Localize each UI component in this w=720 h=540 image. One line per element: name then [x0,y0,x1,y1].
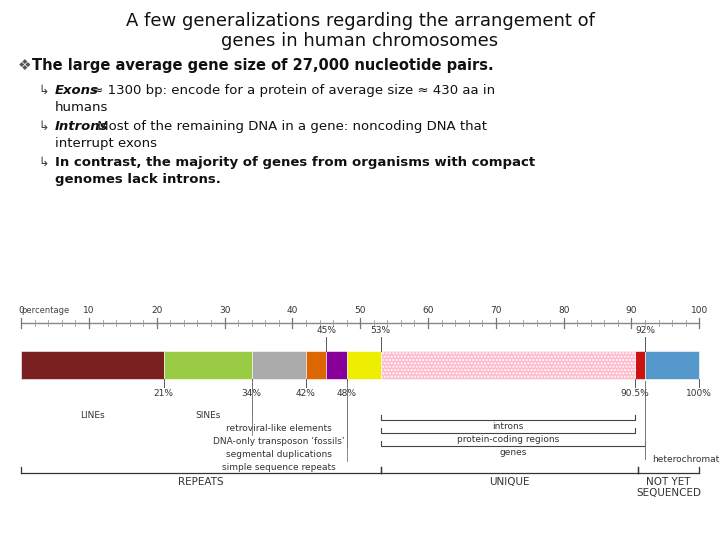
Text: 90.5%: 90.5% [621,389,649,398]
Text: 10: 10 [84,307,95,315]
Text: 21%: 21% [153,389,174,398]
Text: interrupt exons: interrupt exons [55,137,157,150]
Text: LINEs: LINEs [80,411,104,420]
Text: 45%: 45% [316,326,336,335]
Text: segmental duplications: segmental duplications [226,450,332,460]
Text: retroviral-like elements: retroviral-like elements [226,424,332,433]
Text: In contrast, the majority of genes from organisms with compact: In contrast, the majority of genes from … [55,156,535,169]
Text: introns: introns [492,422,523,431]
Text: 80: 80 [558,307,570,315]
Text: genes in human chromosomes: genes in human chromosomes [222,32,498,50]
Bar [381,350,635,379]
Text: 40: 40 [287,307,298,315]
Text: percentage: percentage [21,307,69,315]
Bar [346,350,381,379]
Text: NOT YET
SEQUENCED: NOT YET SEQUENCED [636,477,701,498]
Text: heterochromatin: heterochromatin [652,455,720,464]
Bar [635,350,645,379]
Text: 100: 100 [690,307,708,315]
Text: 92%: 92% [635,326,655,335]
Text: 42%: 42% [296,389,316,398]
Text: A few generalizations regarding the arrangement of: A few generalizations regarding the arra… [125,12,595,30]
Text: ↳: ↳ [38,84,48,97]
Text: simple sequence repeats: simple sequence repeats [222,463,336,472]
Text: Exons: Exons [55,84,99,97]
Text: ❖: ❖ [18,58,32,73]
Bar [326,350,346,379]
Text: 90: 90 [626,307,637,315]
Text: 53%: 53% [371,326,391,335]
Bar [645,350,699,379]
Text: Most of the remaining DNA in a gene: noncoding DNA that: Most of the remaining DNA in a gene: non… [93,120,487,133]
Text: The large average gene size of 27,000 nucleotide pairs.: The large average gene size of 27,000 nu… [32,58,494,73]
Text: Introns: Introns [55,120,109,133]
Text: genes: genes [499,448,526,457]
Text: 48%: 48% [337,389,356,398]
Text: 60: 60 [422,307,433,315]
Text: ↳: ↳ [38,156,48,169]
Text: ↳: ↳ [38,120,48,133]
Bar [381,350,635,379]
Text: DNA-only transposon ’fossils’: DNA-only transposon ’fossils’ [213,437,345,446]
Text: 70: 70 [490,307,502,315]
Text: 50: 50 [354,307,366,315]
Text: 20: 20 [151,307,163,315]
Text: UNIQUE: UNIQUE [489,477,530,487]
Bar [163,350,252,379]
Text: humans: humans [55,101,109,114]
Text: 100%: 100% [686,389,712,398]
Text: 0: 0 [18,307,24,315]
Bar [306,350,326,379]
Text: ≈ 1300 bp: encode for a protein of average size ≈ 430 aa in: ≈ 1300 bp: encode for a protein of avera… [88,84,495,97]
Text: SINEs: SINEs [195,411,220,420]
Text: REPEATS: REPEATS [178,477,224,487]
Bar [21,350,163,379]
Text: genomes lack introns.: genomes lack introns. [55,173,221,186]
Text: protein-coding regions: protein-coding regions [456,435,559,444]
Text: 30: 30 [219,307,230,315]
Text: 34%: 34% [242,389,262,398]
Bar [252,350,306,379]
